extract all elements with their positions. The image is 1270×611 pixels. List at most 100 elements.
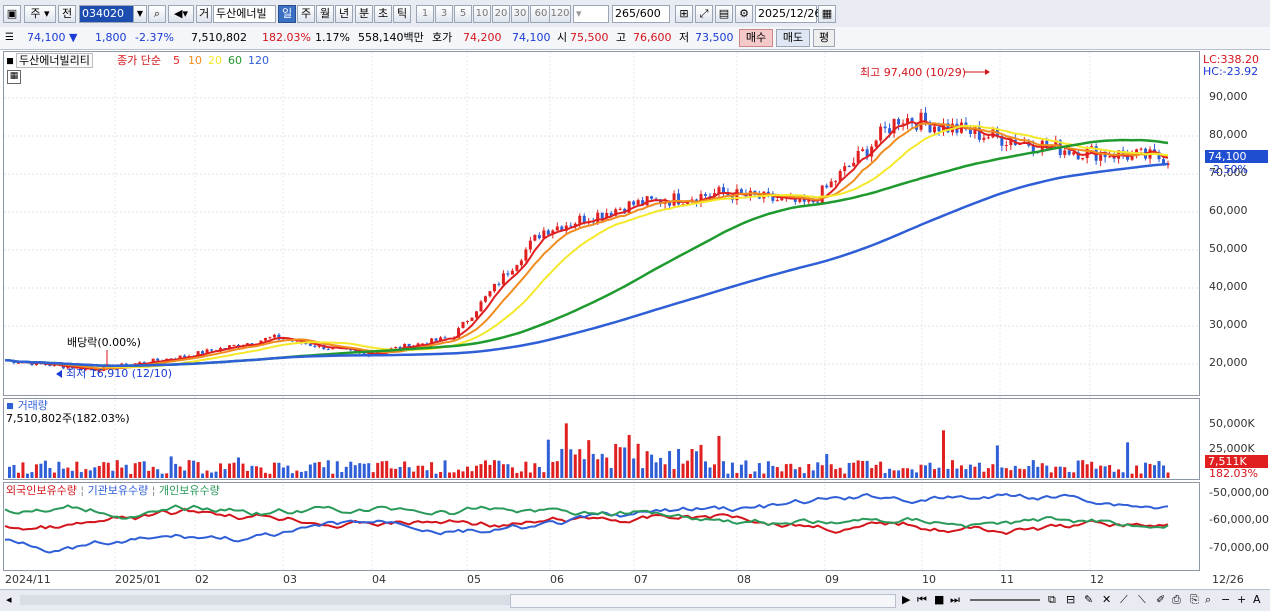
stock-code-input[interactable]: 034020 <box>79 5 147 23</box>
quote-turnover: 1.17% <box>315 31 350 44</box>
ma-period-3: 60 <box>228 54 242 67</box>
brush-icon[interactable]: ✐ <box>1156 593 1166 606</box>
holding-tick: -70,000,00 <box>1209 541 1269 554</box>
text-icon[interactable]: A <box>1253 593 1261 606</box>
scrollbar-thumb[interactable] <box>510 594 896 608</box>
minute-option-1[interactable]: 3 <box>435 5 453 23</box>
price-tick: 60,000 <box>1209 204 1248 217</box>
legend-foreign: 외국인보유수량 <box>6 484 77 497</box>
calendar-icon[interactable]: ▦ <box>818 5 836 23</box>
stock-name-field[interactable]: 두산에너빌 <box>213 5 276 23</box>
trend-icon[interactable]: ⟋ <box>1120 593 1128 606</box>
count-value: 265 <box>615 7 636 20</box>
holding-tick: -50,000,00 <box>1209 486 1269 499</box>
sell-button[interactable]: 매도 <box>776 29 810 47</box>
period-tab-1[interactable]: 주 <box>297 5 315 23</box>
print-icon[interactable]: ⎙ <box>1172 593 1181 606</box>
chevron-down-icon[interactable]: ▼ <box>133 5 147 23</box>
legend-individual: 개인보유수량 <box>159 484 220 497</box>
minute-option-5[interactable]: 30 <box>511 5 529 23</box>
stop-icon[interactable]: ■ <box>934 593 945 606</box>
scrollbar-track[interactable] <box>20 595 510 605</box>
hc-label: HC:-23.92 <box>1203 65 1259 78</box>
quote-amount: 558,140백만 <box>358 31 424 44</box>
quote-ask-label: 호가 <box>432 31 453 44</box>
stock-type-label: 거 <box>196 5 212 23</box>
period-tab-4[interactable]: 분 <box>355 5 373 23</box>
play-icon[interactable]: ▶ <box>902 593 911 606</box>
ma-period-0: 5 <box>173 54 180 67</box>
quote-low: 73,500 <box>695 31 734 44</box>
volume-pane-title: ◾ 거래량 <box>6 399 48 412</box>
x-tick: 12 <box>1090 573 1104 586</box>
buy-button[interactable]: 매수 <box>739 29 773 47</box>
volume-pane[interactable] <box>3 398 1200 480</box>
x-tick: 10 <box>922 573 936 586</box>
period-tab-6[interactable]: 틱 <box>393 5 411 23</box>
volume-title-text: 거래량 <box>17 399 48 412</box>
minute-option-0[interactable]: 1 <box>416 5 434 23</box>
minute-option-7[interactable]: 120 <box>549 5 571 23</box>
trend2-icon[interactable]: ⟍ <box>1138 593 1146 606</box>
ma-period-1: 10 <box>188 54 202 67</box>
printer2-icon[interactable]: ⎘ <box>1190 593 1199 606</box>
legend-institution: 기관보유수량 <box>87 484 149 497</box>
price-pane[interactable] <box>3 51 1200 396</box>
plus-icon[interactable]: + <box>1237 593 1247 606</box>
minute-select[interactable]: ▾ <box>573 5 609 23</box>
bottom-toolbar: ◂ ▶ ⏮ ■ ⏭ ⧉ ⊟ ✎ ✕ ⟋ ⟍ ✐ ⎙ ⎘ ⌕ − + A <box>0 589 1270 611</box>
step-forward-icon[interactable]: ⏭ <box>950 593 960 606</box>
minute-option-2[interactable]: 5 <box>454 5 472 23</box>
minute-option-4[interactable]: 20 <box>492 5 510 23</box>
avg-button[interactable]: 평 <box>813 29 835 47</box>
cross-icon[interactable]: ✕ <box>1102 593 1112 606</box>
draw-icon[interactable]: ✎ <box>1084 593 1094 606</box>
market-select[interactable]: 주 ▾ <box>24 5 56 23</box>
quote-high-label: 고 <box>616 31 627 44</box>
scroll-left-icon[interactable]: ◂ <box>6 593 12 606</box>
price-pane-title[interactable]: 두산에너빌리티 <box>16 53 93 68</box>
step-back-icon[interactable]: ⏮ <box>917 593 927 606</box>
minute-option-3[interactable]: 10 <box>473 5 491 23</box>
x-tick: 03 <box>283 573 297 586</box>
quote-high: 76,600 <box>633 31 672 44</box>
table-icon[interactable]: ▦ <box>7 70 21 84</box>
zoom-slider[interactable] <box>970 599 1040 601</box>
chart-tool-icon[interactable]: ⤢ <box>695 5 713 23</box>
ma-label: 종가 단순 <box>117 54 161 67</box>
quote-open-label: 시 <box>557 31 568 44</box>
price-value: 74,100 <box>27 31 66 44</box>
date-field[interactable]: 2025/12/26 <box>755 5 821 23</box>
period-tab-0[interactable]: 일 <box>278 5 296 23</box>
x-tick: 08 <box>737 573 751 586</box>
high-annotation: 최고 97,400 (10/29) <box>860 66 967 79</box>
count-field[interactable]: 265/600 <box>612 5 670 23</box>
price-tick: 40,000 <box>1209 280 1248 293</box>
pane-toggle-icon[interactable]: ◾ <box>6 54 15 67</box>
current-volume-marker: 7,511K <box>1205 455 1268 468</box>
gear-icon[interactable]: ⚙ <box>735 5 753 23</box>
lc-label: LC:338.20 <box>1203 53 1260 66</box>
window-icon[interactable]: ▣ <box>3 5 21 23</box>
quote-volume: 7,510,802 <box>191 31 247 44</box>
x-tick: 06 <box>550 573 564 586</box>
prev-button[interactable]: 전 <box>58 5 76 23</box>
dividend-annotation: 배당락(0.00%) <box>67 336 141 349</box>
minus-icon[interactable]: − <box>1221 593 1231 606</box>
period-tab-5[interactable]: 초 <box>374 5 392 23</box>
period-tab-2[interactable]: 월 <box>316 5 334 23</box>
zoom-icon[interactable]: ⌕ <box>1205 593 1212 606</box>
save-icon[interactable]: ▤ <box>715 5 733 23</box>
copy-icon[interactable]: ⧉ <box>1048 593 1056 606</box>
grid-icon[interactable]: ⊞ <box>675 5 693 23</box>
ma-period-4: 120 <box>248 54 269 67</box>
period-tab-3[interactable]: 년 <box>335 5 353 23</box>
search-icon[interactable]: ⌕ <box>148 5 166 23</box>
quote-bid: 74,100 <box>512 31 551 44</box>
volume-value: 7,510,802주(182.03%) <box>6 412 130 425</box>
x-tick: 11 <box>1000 573 1014 586</box>
quote-menu-icon[interactable]: ☰ <box>5 32 14 43</box>
layout-icon[interactable]: ⊟ <box>1066 593 1076 606</box>
speaker-icon[interactable]: ◀▾ <box>168 5 194 23</box>
